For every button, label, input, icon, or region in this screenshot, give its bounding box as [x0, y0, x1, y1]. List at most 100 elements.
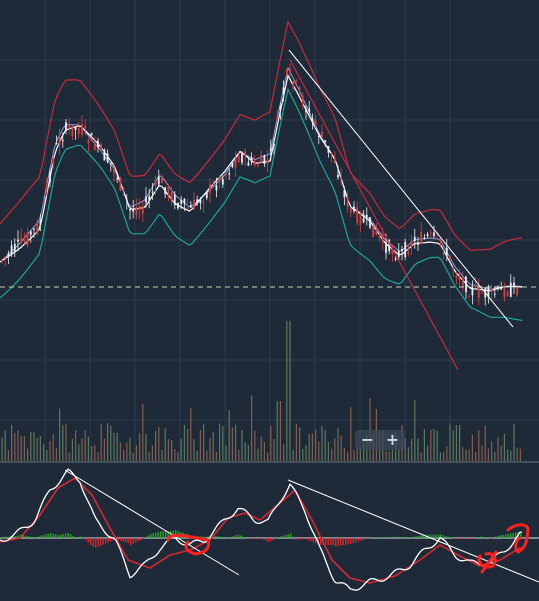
volume-bar — [455, 425, 457, 461]
price-pane[interactable] — [0, 20, 539, 371]
trend-line-white[interactable] — [288, 49, 514, 328]
volume-bar — [398, 449, 400, 461]
volume-bar — [270, 425, 272, 461]
volume-bar — [215, 451, 217, 461]
candle-body — [225, 174, 227, 176]
candle-body — [52, 158, 55, 165]
macd-pane[interactable] — [0, 468, 539, 591]
candle-body — [381, 234, 384, 244]
macd-histogram-bar — [347, 538, 349, 545]
macd-histogram-bar — [140, 538, 142, 540]
macd-histogram-bar — [507, 534, 509, 538]
volume-bar — [343, 447, 345, 461]
macd-histogram-bar — [445, 535, 447, 538]
macd-histogram-bar — [170, 531, 172, 538]
volume-bar — [459, 424, 461, 461]
candle-body — [122, 187, 125, 190]
volume-bar — [385, 450, 387, 461]
candle-body — [282, 87, 285, 95]
candle-body — [231, 163, 234, 167]
macd-histogram-bar — [377, 537, 379, 538]
candle-body — [90, 133, 93, 136]
candle-body — [33, 228, 35, 230]
volume-bar — [443, 451, 445, 461]
macd-histogram-bar — [70, 534, 72, 538]
candle-body — [186, 207, 189, 210]
candle-body — [26, 232, 29, 246]
volume-bar — [251, 395, 253, 461]
macd-histogram-bar — [112, 538, 114, 541]
macd-histogram-bar — [250, 538, 252, 539]
volume-bar — [516, 447, 518, 461]
candle-body — [157, 176, 160, 185]
candle-body — [161, 177, 163, 184]
candle-body — [276, 116, 279, 121]
macd-histogram-bar — [82, 538, 84, 539]
candle-body — [340, 177, 343, 179]
bollinger-upper-band — [0, 20, 523, 251]
volume-bar — [238, 449, 240, 461]
macd-histogram-bar — [220, 536, 222, 538]
macd-histogram-bar — [257, 538, 259, 539]
candle-body — [173, 194, 176, 206]
volume-bar — [267, 452, 269, 461]
macd-histogram-bar — [345, 538, 347, 545]
volume-bar — [36, 437, 38, 461]
trend-line-red[interactable] — [289, 59, 459, 371]
macd-histogram-bar — [150, 533, 152, 538]
candle-body — [10, 245, 13, 255]
candle-body — [372, 225, 375, 238]
macd-histogram-bar — [317, 538, 319, 545]
candle-body — [468, 296, 471, 298]
macd-histogram-bar — [510, 533, 512, 538]
macd-histogram-bar — [117, 538, 119, 541]
volume-bar — [337, 428, 339, 461]
volume-bar — [139, 433, 141, 461]
macd-histogram-bar — [57, 534, 59, 538]
volume-bar — [113, 432, 115, 461]
volume-bar — [97, 452, 99, 461]
candle-body — [189, 204, 192, 208]
macd-histogram-bar — [287, 534, 289, 538]
macd-histogram-bar — [365, 538, 367, 540]
candle-body — [138, 206, 141, 211]
macd-signal-line — [0, 477, 522, 584]
volume-bar — [295, 423, 297, 461]
macd-histogram-bar — [32, 537, 34, 538]
macd-histogram-bar — [142, 538, 144, 539]
macd-histogram-bar — [330, 538, 332, 545]
candle-body — [84, 126, 87, 129]
candle-body — [196, 199, 199, 204]
candle-body — [295, 80, 298, 82]
minus-icon[interactable]: − — [360, 430, 375, 449]
volume-bar — [299, 427, 301, 461]
volume-bar — [497, 437, 499, 461]
volume-bar — [452, 430, 454, 461]
candle-body — [106, 153, 109, 163]
macd-histogram-bar — [277, 537, 279, 539]
volume-bar — [340, 435, 342, 461]
volume-bar — [404, 438, 406, 461]
macd-histogram-bar — [227, 537, 229, 539]
macd-histogram-bar — [400, 536, 402, 538]
volume-bar — [235, 424, 237, 461]
macd-histogram-bar — [275, 538, 277, 539]
volume-bar — [254, 430, 256, 461]
macd-trend-line-1[interactable] — [64, 469, 240, 576]
candle-body — [221, 178, 224, 185]
macd-histogram-bar — [167, 531, 169, 538]
macd-histogram-bar — [497, 535, 499, 538]
volume-bar — [158, 426, 160, 461]
volume-bar — [203, 424, 205, 461]
volume-bar — [244, 442, 246, 461]
candle-body — [513, 282, 515, 288]
volume-bar — [59, 408, 61, 461]
macd-trend-line-2[interactable] — [287, 479, 539, 583]
macd-histogram-bar — [325, 538, 327, 545]
plus-icon[interactable]: + — [385, 430, 400, 449]
volume-bar — [347, 452, 349, 461]
macd-histogram-bar — [5, 536, 7, 538]
candle-body — [97, 140, 99, 148]
